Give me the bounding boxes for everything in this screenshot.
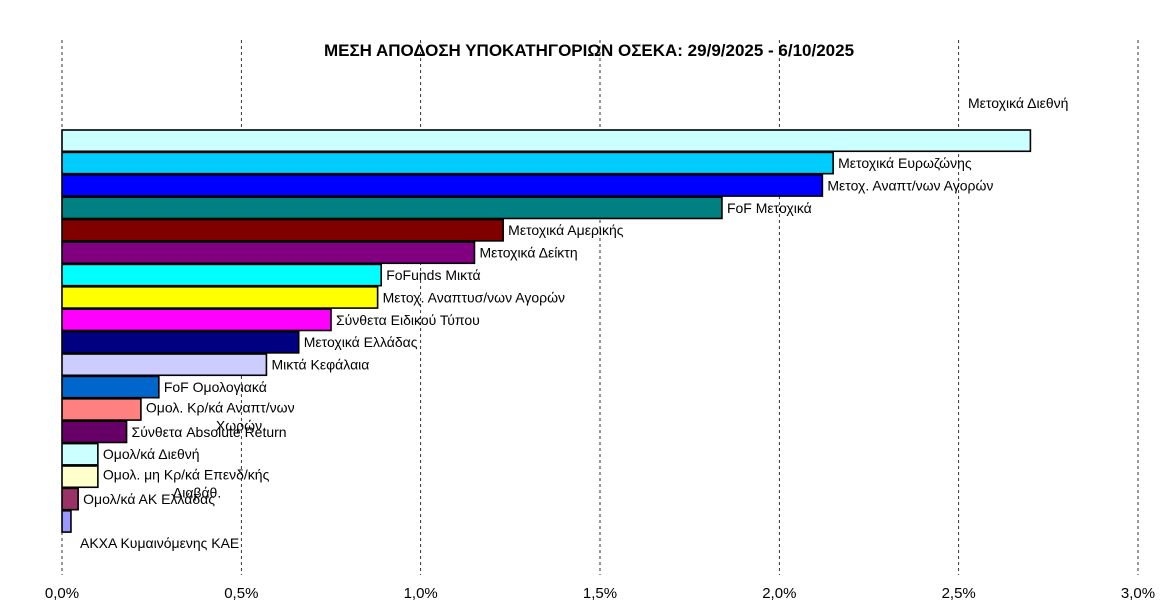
bars (61, 129, 1032, 533)
bar-label: Μετοχ. Αναπτ/νων Αγορών (827, 177, 993, 193)
bar (61, 196, 723, 220)
bar (61, 263, 383, 287)
bar-label: Ομολ/κά Διεθνή (103, 446, 200, 462)
bar-label: Σύνθετα Absolute Return (132, 424, 287, 440)
bar (61, 285, 379, 309)
bar (61, 487, 79, 511)
bar (61, 330, 300, 354)
bar-label: FoFunds Μικτά (386, 267, 480, 283)
x-tick-label: 1,5% (583, 585, 617, 602)
bar-labels: Μετοχικά Διεθνή Μετοχικά Ευρωζώνης Μετοχ. … (80, 95, 1068, 551)
chart-title: ΜΕΣΗ ΑΠΟΔΟΣΗ ΥΠΟΚΑΤΗΓΟΡΙΩΝ ΟΣΕΚΑ: 29/9/2… (324, 41, 854, 60)
bar-label: Μετοχικά Διεθνή (968, 95, 1068, 111)
bar-label: Ομολ/κά ΑΚ Ελλάδας (83, 491, 215, 507)
bar (61, 442, 99, 466)
bar (61, 308, 332, 332)
bar (61, 397, 142, 421)
bar (61, 241, 476, 265)
bar (61, 353, 268, 377)
x-tick-label: 0,5% (224, 585, 258, 602)
bar-label: ΑΚΧΑ Κυμαινόμενης ΚΑΕ (80, 535, 239, 551)
bar-label: Μετοχ. Αναπτυσ/νων Αγορών (383, 289, 565, 305)
bar (61, 129, 1032, 153)
bar-label: Μετοχικά Δείκτη (479, 245, 577, 261)
x-tick-label: 2,5% (942, 585, 976, 602)
bar-label: FoF Μετοχικά (727, 200, 812, 216)
bar (61, 375, 160, 399)
bar-label: Μετοχικά Ελλάδας (304, 334, 418, 350)
bar-label: Ομολ. Κρ/κά Αναπτ/νων Χωρών (146, 399, 295, 433)
bar (61, 509, 72, 533)
x-tick-label: 3,0% (1121, 585, 1155, 602)
bar-label: FoF Ομολογιακά (164, 379, 267, 395)
bar-label: Μετοχικά Αμερικής (508, 222, 624, 238)
bar (61, 151, 834, 175)
bar-label: Ομολ. μη Κρ/κά Επενδ/κής Διαβάθ. (103, 467, 270, 501)
bar (61, 465, 99, 489)
x-axis-ticks: 0,0% 0,5% 1,0% 1,5% 2,0% 2,5% 3,0% (45, 585, 1155, 602)
bar-label: Σύνθετα Ειδικού Τύπου (336, 312, 480, 328)
x-tick-label: 1,0% (404, 585, 438, 602)
bar (61, 218, 504, 242)
bar-label: Μετοχικά Ευρωζώνης (838, 155, 972, 171)
x-tick-label: 2,0% (762, 585, 796, 602)
bar (61, 174, 824, 197)
bar (61, 420, 128, 444)
bar-label: Μικτά Κεφάλαια (271, 357, 369, 373)
x-tick-label: 0,0% (45, 585, 79, 602)
